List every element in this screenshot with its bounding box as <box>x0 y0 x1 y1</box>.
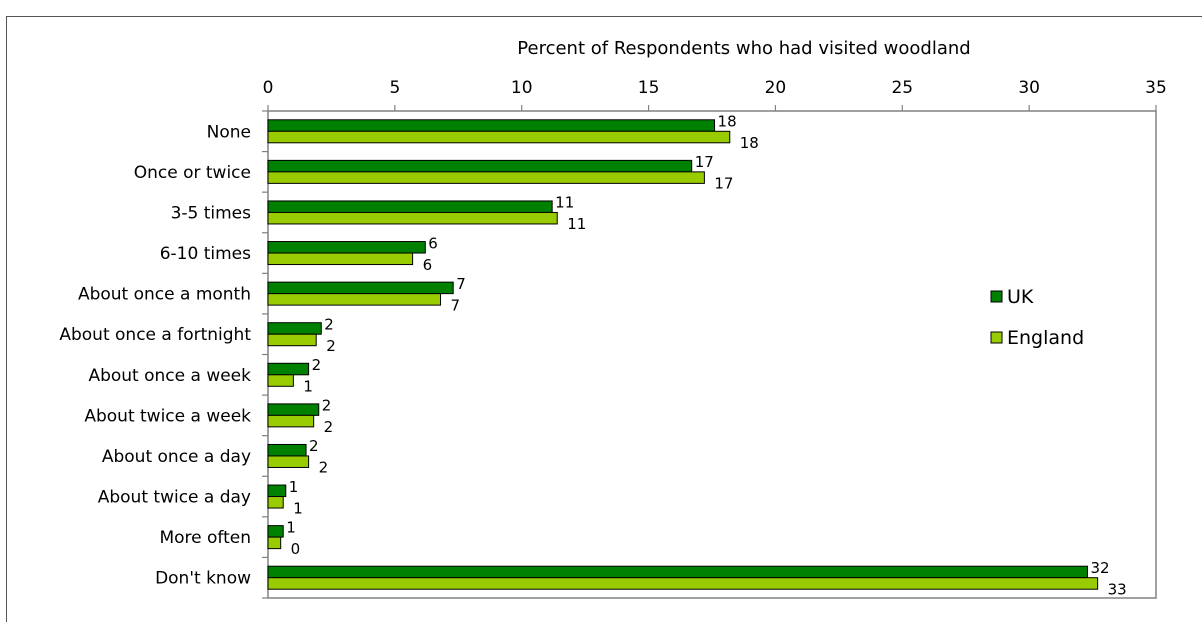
legend-swatch-uk <box>990 290 1003 303</box>
category-label: Once or twice <box>134 163 251 183</box>
bar-england <box>267 455 310 468</box>
bar-england <box>267 333 317 347</box>
bar-england <box>267 130 731 144</box>
data-label-uk: 2 <box>309 437 319 455</box>
bar-england <box>267 293 442 306</box>
data-label-england: 7 <box>451 296 461 314</box>
bar-uk <box>267 525 284 538</box>
x-tick-label: 20 <box>765 78 787 98</box>
bar-uk <box>267 565 1088 579</box>
category-label: About once a week <box>88 366 251 386</box>
bar-england <box>267 536 282 550</box>
data-label-uk: 2 <box>324 315 334 333</box>
data-label-england: 2 <box>326 337 336 355</box>
data-label-england: 17 <box>714 175 733 193</box>
bar-uk <box>267 322 322 335</box>
data-label-uk: 11 <box>555 194 574 212</box>
category-label: About once a fortnight <box>59 325 251 345</box>
data-label-england: 2 <box>319 459 329 477</box>
data-label-uk: 2 <box>322 397 332 415</box>
data-label-england: 33 <box>1108 580 1127 598</box>
data-label-uk: 17 <box>695 153 714 171</box>
data-label-england: 0 <box>291 540 301 558</box>
bar-uk <box>267 119 716 132</box>
data-label-uk: 2 <box>312 356 322 374</box>
category-label: About once a month <box>78 285 251 305</box>
bar-uk <box>267 484 287 498</box>
chart-title: Percent of Respondents who had visited w… <box>517 38 970 59</box>
data-label-england: 2 <box>324 418 334 436</box>
bar-uk <box>267 281 454 295</box>
data-label-uk: 6 <box>428 234 438 252</box>
category-label: About twice a week <box>84 406 251 426</box>
bar-england <box>267 171 705 184</box>
bar-uk <box>267 159 693 173</box>
chart-frame <box>6 16 1202 622</box>
data-label-uk: 1 <box>286 518 296 536</box>
x-tick-label: 15 <box>638 78 660 98</box>
data-label-england: 6 <box>423 256 433 274</box>
data-label-uk: 1 <box>289 478 299 496</box>
x-tick-label: 35 <box>1145 78 1167 98</box>
bar-england <box>267 577 1099 590</box>
bar-england <box>267 252 414 266</box>
data-label-uk: 18 <box>718 113 737 131</box>
x-tick-label: 10 <box>511 78 533 98</box>
bar-uk <box>267 200 553 213</box>
bar-uk <box>267 403 320 416</box>
data-label-england: 1 <box>293 499 303 517</box>
category-label: None <box>207 122 251 142</box>
data-label-uk: 7 <box>456 275 466 293</box>
bar-england <box>267 496 284 509</box>
data-label-england: 11 <box>567 215 586 233</box>
bar-uk <box>267 241 426 254</box>
bar-england <box>267 414 315 428</box>
category-label: 3-5 times <box>171 203 252 223</box>
legend-label-england: England <box>1007 327 1084 349</box>
bar-uk <box>267 362 310 376</box>
x-tick-label: 25 <box>891 78 913 98</box>
category-label: About once a day <box>102 447 251 467</box>
legend-label-uk: UK <box>1007 286 1034 308</box>
legend: UK England <box>990 286 1084 349</box>
data-label-uk: 32 <box>1090 559 1109 577</box>
bar-uk <box>267 443 307 457</box>
legend-swatch-england <box>990 331 1003 344</box>
data-label-england: 18 <box>740 134 759 152</box>
x-tick-label: 0 <box>263 78 274 98</box>
bar-england <box>267 211 558 225</box>
x-tick-label: 5 <box>389 78 400 98</box>
category-label: More often <box>159 528 251 548</box>
bar-england <box>267 374 294 387</box>
category-label: About twice a day <box>98 488 251 508</box>
data-label-england: 1 <box>303 378 313 396</box>
category-label: Don't know <box>155 569 251 589</box>
x-tick-label: 30 <box>1018 78 1040 98</box>
plot-border <box>267 110 1157 599</box>
category-label: 6-10 times <box>160 244 251 264</box>
